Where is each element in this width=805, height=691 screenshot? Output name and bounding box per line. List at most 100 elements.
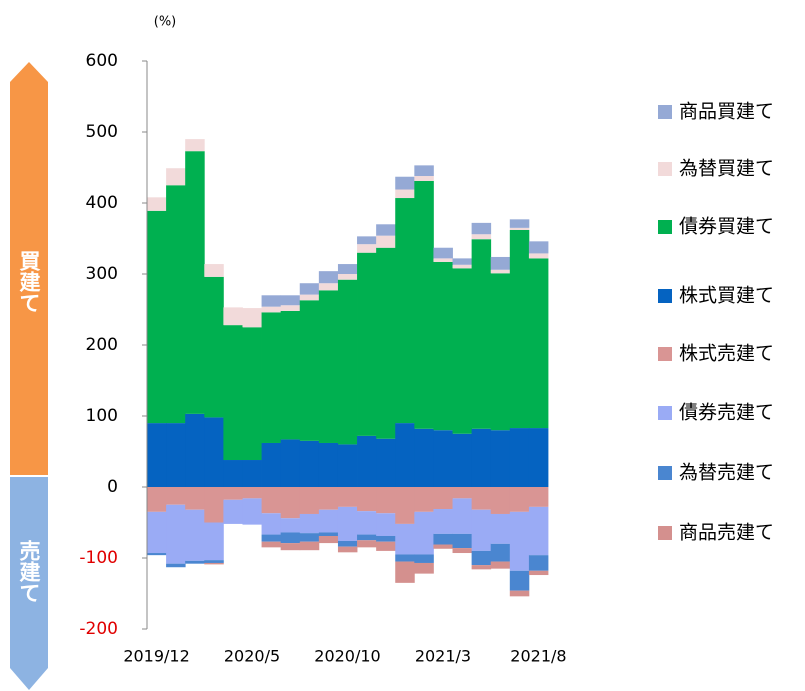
bar-segment [528, 258, 549, 429]
bar-segment [509, 229, 530, 429]
legend-swatch [658, 105, 672, 119]
bar-segment [261, 534, 282, 542]
y-tick-label: 600 [86, 51, 118, 71]
bar-segment [528, 487, 549, 507]
bar-segment [452, 548, 473, 554]
bar-segment [185, 413, 205, 487]
bar-segment [395, 198, 415, 424]
bar-segment [433, 533, 453, 545]
bar-segment [509, 511, 530, 571]
bar-segment [223, 487, 243, 500]
bar-segment [471, 239, 492, 429]
bar-segment [376, 235, 396, 248]
bar-segment [490, 513, 511, 544]
x-tick-label: 2021/8 [510, 647, 566, 666]
bar-segment [204, 487, 224, 523]
bar-segment [337, 264, 358, 274]
bar-segment [280, 439, 301, 487]
bar-segment [223, 325, 243, 461]
bar-segment [395, 487, 415, 524]
bar-segment [414, 176, 434, 181]
legend-label: 株式買建て [679, 285, 774, 307]
bar-segment [376, 438, 396, 487]
bar-segment [242, 308, 262, 328]
bar-segment [414, 554, 434, 563]
bar-segment [318, 442, 339, 487]
bar-segment [337, 546, 358, 553]
bar-segment [452, 264, 473, 269]
bar-segment [261, 541, 282, 548]
x-tick-label: 2019/12 [123, 647, 189, 666]
bar-segment [166, 487, 186, 505]
bar-segment [166, 168, 186, 186]
bar-segment [357, 236, 377, 245]
bar-segment [414, 180, 434, 429]
legend-swatch [658, 466, 672, 480]
bar-segment [337, 279, 358, 445]
bar-segment [318, 290, 339, 443]
bar-segment [147, 423, 167, 487]
bar-segment [509, 487, 530, 512]
bar-segment [471, 565, 492, 570]
bar-segment [299, 541, 320, 551]
y-tick-label: -200 [79, 619, 118, 639]
bar-segment [299, 300, 320, 441]
bar-segment [433, 261, 453, 431]
bar-segment [471, 234, 492, 240]
bar-segment [223, 499, 243, 524]
bar-segment [204, 276, 224, 418]
bar-segment [223, 460, 243, 487]
bar-segment [395, 423, 415, 487]
bar-segment [147, 553, 167, 556]
bar-segment [261, 513, 282, 535]
bar-segment [509, 590, 530, 597]
y-tick-label: -100 [79, 548, 118, 568]
bar-segment [242, 487, 262, 499]
legend-label: 株式売建て [679, 343, 774, 365]
legend-label: 債券売建て [679, 402, 774, 424]
bar-segment [166, 504, 186, 564]
bar-segment [433, 544, 453, 549]
bar-segment [337, 540, 358, 547]
bar-segment [280, 543, 301, 551]
bar-segment [376, 487, 396, 514]
bar-segment [280, 518, 301, 533]
legend-label: 為替買建て [679, 158, 774, 180]
bar-segment [166, 563, 186, 568]
y-tick-label: 500 [86, 122, 118, 142]
bar-segment [299, 487, 320, 514]
bar-segment [376, 513, 396, 536]
bar-segment [185, 151, 205, 414]
y-tick-label: 100 [86, 406, 118, 426]
legend-swatch [658, 526, 672, 540]
bar-segment [261, 306, 282, 313]
y-unit: (%) [154, 15, 177, 30]
bar-segment [357, 435, 377, 487]
x-tick-label: 2021/3 [415, 647, 471, 666]
sell-arrow [10, 477, 48, 690]
bar-segment [261, 295, 282, 307]
bar-segment [452, 268, 473, 434]
bar-segment [147, 210, 167, 424]
bar-segment [452, 258, 473, 265]
bar-segment [280, 310, 301, 440]
bar-segment [528, 506, 549, 556]
legend-swatch [658, 220, 672, 234]
bar-segment [395, 189, 415, 199]
bar-segment [223, 307, 243, 326]
bar-segment [452, 433, 473, 487]
bar-segment [395, 561, 415, 583]
bar-segment [357, 534, 377, 541]
bar-segment [414, 562, 434, 574]
buy-arrow [10, 62, 48, 475]
bar-segment [528, 428, 549, 487]
y-tick-label: 400 [86, 193, 118, 213]
bar-segment [357, 244, 377, 253]
y-tick-label: 300 [86, 264, 118, 284]
bar-segment [242, 327, 262, 461]
bar-segment [433, 247, 453, 259]
bar-segment [509, 227, 530, 230]
bar-segment [414, 428, 434, 487]
legend-swatch [658, 289, 672, 303]
